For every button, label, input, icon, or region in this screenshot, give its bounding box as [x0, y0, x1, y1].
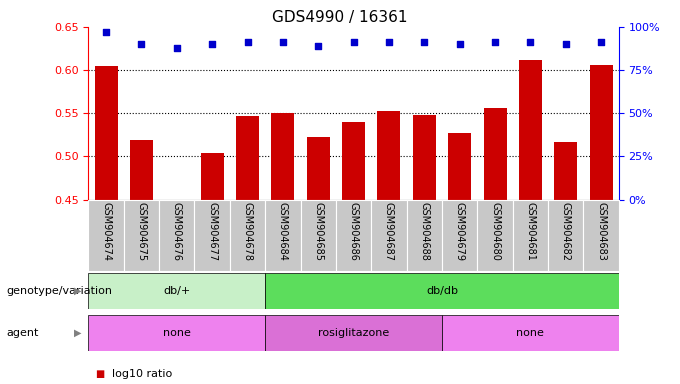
- Text: GSM904684: GSM904684: [278, 202, 288, 261]
- Text: GSM904683: GSM904683: [596, 202, 606, 261]
- Bar: [442, 200, 477, 271]
- Point: [419, 40, 430, 46]
- Text: GSM904685: GSM904685: [313, 202, 323, 261]
- Bar: [265, 273, 619, 309]
- Text: ▶: ▶: [74, 328, 82, 338]
- Bar: [95, 66, 118, 200]
- Text: GSM904681: GSM904681: [526, 202, 535, 261]
- Bar: [194, 200, 230, 271]
- Point: [525, 40, 536, 46]
- Point: [313, 43, 324, 49]
- Bar: [548, 200, 583, 271]
- Bar: [271, 113, 294, 200]
- Text: none: none: [517, 328, 544, 338]
- Text: GSM904679: GSM904679: [455, 202, 464, 261]
- Bar: [124, 200, 159, 271]
- Bar: [201, 153, 224, 200]
- Bar: [336, 200, 371, 271]
- Bar: [371, 200, 407, 271]
- Text: log10 ratio: log10 ratio: [112, 369, 173, 379]
- Bar: [230, 200, 265, 271]
- Bar: [265, 200, 301, 271]
- Bar: [265, 315, 442, 351]
- Text: genotype/variation: genotype/variation: [7, 286, 113, 296]
- Bar: [513, 200, 548, 271]
- Point: [242, 40, 253, 46]
- Bar: [130, 140, 153, 200]
- Bar: [307, 137, 330, 200]
- Bar: [477, 200, 513, 271]
- Text: GSM904688: GSM904688: [420, 202, 429, 261]
- Text: GSM904682: GSM904682: [561, 202, 571, 261]
- Bar: [590, 65, 613, 200]
- Bar: [377, 111, 401, 200]
- Bar: [442, 315, 619, 351]
- Bar: [301, 200, 336, 271]
- Bar: [583, 200, 619, 271]
- Text: db/db: db/db: [426, 286, 458, 296]
- Point: [136, 41, 147, 47]
- Point: [171, 45, 182, 51]
- Text: db/+: db/+: [163, 286, 190, 296]
- Text: agent: agent: [7, 328, 39, 338]
- Point: [101, 29, 112, 35]
- Text: GSM904686: GSM904686: [349, 202, 358, 261]
- Bar: [407, 200, 442, 271]
- Bar: [88, 273, 265, 309]
- Point: [384, 40, 394, 46]
- Point: [560, 41, 571, 47]
- Point: [596, 40, 607, 46]
- Bar: [483, 108, 507, 200]
- Bar: [554, 142, 577, 200]
- Text: GSM904675: GSM904675: [137, 202, 146, 261]
- Point: [348, 40, 359, 46]
- Bar: [159, 200, 194, 271]
- Text: ▶: ▶: [74, 286, 82, 296]
- Text: GDS4990 / 16361: GDS4990 / 16361: [272, 10, 408, 25]
- Point: [490, 40, 500, 46]
- Point: [207, 41, 218, 47]
- Text: GSM904674: GSM904674: [101, 202, 111, 261]
- Point: [454, 41, 465, 47]
- Text: GSM904680: GSM904680: [490, 202, 500, 261]
- Bar: [236, 116, 259, 200]
- Bar: [342, 122, 365, 200]
- Bar: [88, 315, 265, 351]
- Point: [277, 40, 288, 46]
- Bar: [165, 200, 188, 202]
- Text: GSM904677: GSM904677: [207, 202, 217, 261]
- Text: rosiglitazone: rosiglitazone: [318, 328, 389, 338]
- Text: GSM904687: GSM904687: [384, 202, 394, 261]
- Bar: [448, 133, 471, 200]
- Text: GSM904676: GSM904676: [172, 202, 182, 261]
- Text: ■: ■: [95, 369, 105, 379]
- Bar: [88, 200, 124, 271]
- Bar: [519, 60, 542, 200]
- Text: GSM904678: GSM904678: [243, 202, 252, 261]
- Text: none: none: [163, 328, 190, 338]
- Bar: [413, 115, 436, 200]
